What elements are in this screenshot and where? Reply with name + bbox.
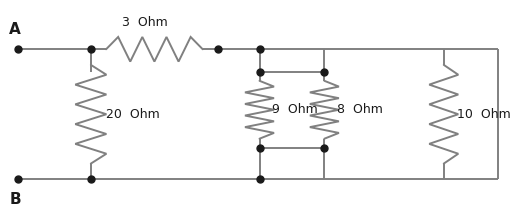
Text: A: A: [9, 22, 21, 37]
Text: 9  Ohm: 9 Ohm: [272, 103, 318, 116]
Text: B: B: [9, 192, 21, 207]
Text: 20  Ohm: 20 Ohm: [106, 108, 160, 121]
Text: 3  Ohm: 3 Ohm: [122, 16, 168, 29]
Text: 10  Ohm: 10 Ohm: [457, 108, 511, 121]
Text: 8  Ohm: 8 Ohm: [337, 103, 383, 116]
